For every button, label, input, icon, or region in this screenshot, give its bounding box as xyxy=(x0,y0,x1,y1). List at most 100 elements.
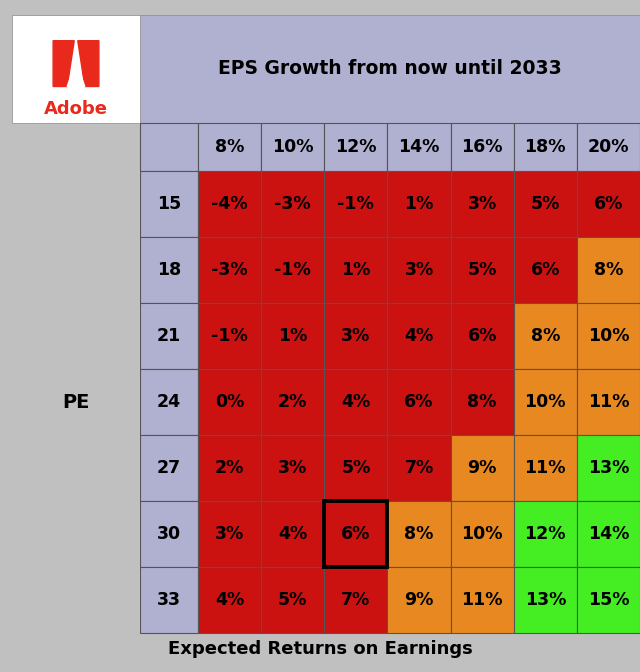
FancyBboxPatch shape xyxy=(140,303,198,369)
Text: -3%: -3% xyxy=(275,195,311,213)
Text: PE: PE xyxy=(62,392,90,411)
Text: 33: 33 xyxy=(157,591,181,609)
FancyBboxPatch shape xyxy=(261,237,324,303)
Text: 15: 15 xyxy=(157,195,181,213)
FancyBboxPatch shape xyxy=(324,369,387,435)
FancyBboxPatch shape xyxy=(514,303,577,369)
Text: 8%: 8% xyxy=(531,327,560,345)
FancyBboxPatch shape xyxy=(387,567,451,633)
FancyBboxPatch shape xyxy=(577,501,640,567)
FancyBboxPatch shape xyxy=(577,303,640,369)
FancyBboxPatch shape xyxy=(324,501,387,567)
Text: 3%: 3% xyxy=(215,525,244,543)
FancyBboxPatch shape xyxy=(387,171,451,237)
Text: 1%: 1% xyxy=(404,195,434,213)
Text: 4%: 4% xyxy=(215,591,244,609)
FancyBboxPatch shape xyxy=(198,237,261,303)
FancyBboxPatch shape xyxy=(140,15,640,123)
Text: 6%: 6% xyxy=(404,393,434,411)
FancyBboxPatch shape xyxy=(140,171,198,237)
Text: 3%: 3% xyxy=(341,327,371,345)
Text: 5%: 5% xyxy=(341,459,371,477)
Text: 4%: 4% xyxy=(404,327,434,345)
FancyBboxPatch shape xyxy=(514,123,577,171)
FancyBboxPatch shape xyxy=(261,567,324,633)
Text: 7%: 7% xyxy=(341,591,371,609)
Text: 6%: 6% xyxy=(467,327,497,345)
FancyBboxPatch shape xyxy=(577,171,640,237)
Text: 2%: 2% xyxy=(278,393,307,411)
Text: 10%: 10% xyxy=(588,327,629,345)
Polygon shape xyxy=(78,41,99,87)
Text: 6%: 6% xyxy=(594,195,623,213)
Text: 9%: 9% xyxy=(467,459,497,477)
FancyBboxPatch shape xyxy=(198,303,261,369)
FancyBboxPatch shape xyxy=(387,501,451,567)
FancyBboxPatch shape xyxy=(514,171,577,237)
Text: 5%: 5% xyxy=(278,591,307,609)
Text: 3%: 3% xyxy=(278,459,307,477)
FancyBboxPatch shape xyxy=(577,435,640,501)
FancyBboxPatch shape xyxy=(324,123,387,171)
Text: 14%: 14% xyxy=(588,525,629,543)
Text: 9%: 9% xyxy=(404,591,434,609)
Text: 15%: 15% xyxy=(588,591,629,609)
Text: EPS Growth from now until 2033: EPS Growth from now until 2033 xyxy=(218,60,562,79)
FancyBboxPatch shape xyxy=(514,369,577,435)
Text: Expected Returns on Earnings: Expected Returns on Earnings xyxy=(168,640,472,657)
Text: 30: 30 xyxy=(157,525,181,543)
Text: 21: 21 xyxy=(157,327,181,345)
Text: 6%: 6% xyxy=(531,261,560,279)
Text: 3%: 3% xyxy=(404,261,434,279)
Polygon shape xyxy=(53,41,74,87)
Text: 0%: 0% xyxy=(215,393,244,411)
FancyBboxPatch shape xyxy=(451,237,514,303)
Text: 2%: 2% xyxy=(215,459,244,477)
FancyBboxPatch shape xyxy=(261,369,324,435)
FancyBboxPatch shape xyxy=(514,567,577,633)
FancyBboxPatch shape xyxy=(387,303,451,369)
FancyBboxPatch shape xyxy=(577,123,640,171)
Text: 16%: 16% xyxy=(461,138,503,156)
Text: -1%: -1% xyxy=(337,195,374,213)
FancyBboxPatch shape xyxy=(12,171,140,633)
FancyBboxPatch shape xyxy=(387,369,451,435)
FancyBboxPatch shape xyxy=(140,435,198,501)
FancyBboxPatch shape xyxy=(261,435,324,501)
Text: 14%: 14% xyxy=(398,138,440,156)
FancyBboxPatch shape xyxy=(12,15,140,123)
Text: 18%: 18% xyxy=(525,138,566,156)
Text: 7%: 7% xyxy=(404,459,434,477)
FancyBboxPatch shape xyxy=(140,567,198,633)
FancyBboxPatch shape xyxy=(198,123,261,171)
FancyBboxPatch shape xyxy=(140,237,198,303)
FancyBboxPatch shape xyxy=(198,171,261,237)
FancyBboxPatch shape xyxy=(451,501,514,567)
FancyBboxPatch shape xyxy=(387,237,451,303)
Text: 10%: 10% xyxy=(525,393,566,411)
Text: 4%: 4% xyxy=(341,393,371,411)
FancyBboxPatch shape xyxy=(577,567,640,633)
Text: 13%: 13% xyxy=(588,459,629,477)
FancyBboxPatch shape xyxy=(198,435,261,501)
Text: 5%: 5% xyxy=(531,195,560,213)
Text: 12%: 12% xyxy=(525,525,566,543)
FancyBboxPatch shape xyxy=(261,501,324,567)
Text: 8%: 8% xyxy=(467,393,497,411)
Text: -1%: -1% xyxy=(275,261,311,279)
FancyBboxPatch shape xyxy=(514,435,577,501)
Text: 27: 27 xyxy=(157,459,181,477)
FancyBboxPatch shape xyxy=(387,123,451,171)
FancyBboxPatch shape xyxy=(514,237,577,303)
Text: 5%: 5% xyxy=(467,261,497,279)
Text: 8%: 8% xyxy=(404,525,434,543)
FancyBboxPatch shape xyxy=(198,369,261,435)
Text: 20%: 20% xyxy=(588,138,629,156)
FancyBboxPatch shape xyxy=(140,123,198,171)
Text: Adobe: Adobe xyxy=(44,100,108,118)
Text: -3%: -3% xyxy=(211,261,248,279)
Text: 8%: 8% xyxy=(215,138,244,156)
Text: 12%: 12% xyxy=(335,138,376,156)
FancyBboxPatch shape xyxy=(324,237,387,303)
Text: 11%: 11% xyxy=(588,393,629,411)
